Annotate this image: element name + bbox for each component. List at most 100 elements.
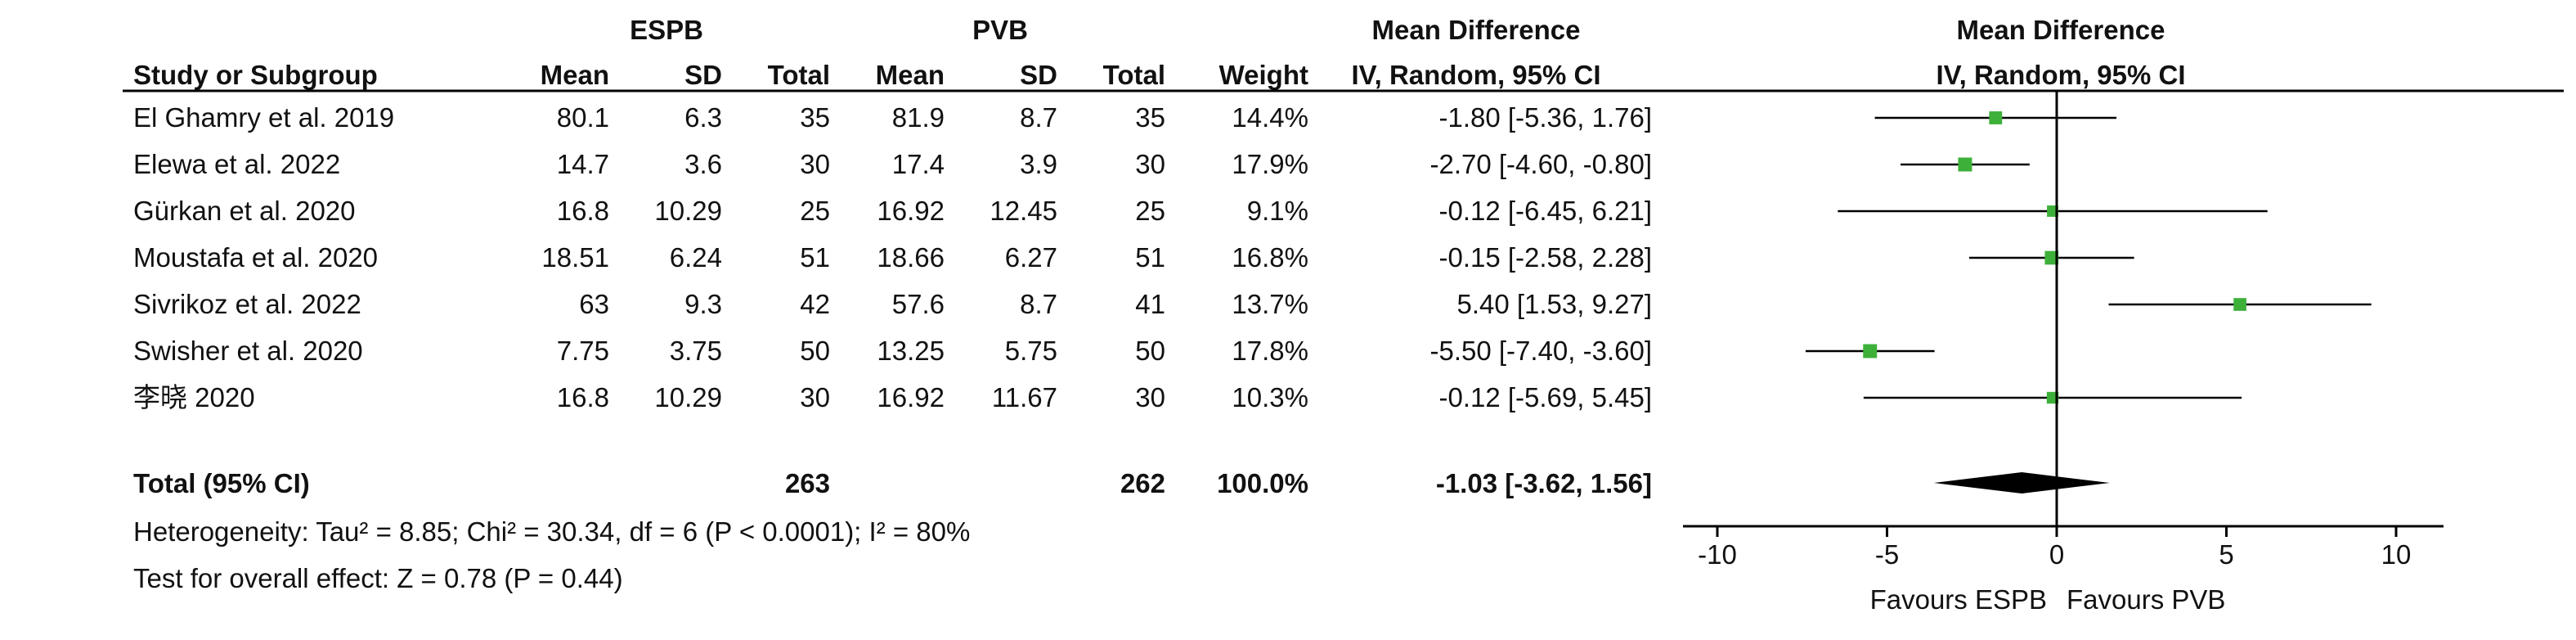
study-name: El Ghamry et al. 2019 <box>133 102 394 133</box>
cell-sd-espb: 3.75 <box>670 336 722 366</box>
cell-ci-text: -2.70 [-4.60, -0.80] <box>1430 149 1653 179</box>
col-header-sd-pvb: SD <box>1020 60 1057 90</box>
col-header-total-pvb: Total <box>1103 60 1165 90</box>
forest-plot-area: -10 -5 0 5 10 Favours ESPB Favours PVB <box>1683 92 2444 615</box>
cell-total-espb: 50 <box>800 336 830 366</box>
table-row: Sivrikoz et al. 2022 63 9.3 42 57.6 8.7 41 13.7… <box>133 289 1652 319</box>
cell-mean-pvb: 18.66 <box>877 242 945 273</box>
total-weight: 100.0% <box>1217 468 1308 498</box>
x-tick-label: -5 <box>1875 539 1899 570</box>
table-row: Swisher et al. 2020 7.75 3.75 50 13.25 5.75 50… <box>133 336 1652 366</box>
favours-left-label: Favours ESPB <box>1870 584 2047 615</box>
study-name: Gürkan et al. 2020 <box>133 196 356 226</box>
group-header-espb: ESPB <box>630 15 703 45</box>
effect-marker <box>1863 344 1878 358</box>
x-tick-label: 10 <box>2381 539 2412 570</box>
effect-marker <box>2044 250 2059 265</box>
table-row: El Ghamry et al. 2019 80.1 6.3 35 81.9 8.7 35 1… <box>133 102 1652 133</box>
group-header-pvb: PVB <box>972 15 1028 45</box>
cell-sd-pvb: 8.7 <box>1020 289 1057 319</box>
cell-weight: 14.4% <box>1232 102 1308 133</box>
plot-header-title: Mean Difference <box>1957 15 2165 45</box>
col-header-ci: IV, Random, 95% CI <box>1351 60 1600 90</box>
cell-total-pvb: 25 <box>1135 196 1165 226</box>
cell-mean-pvb: 16.92 <box>877 382 945 412</box>
cell-weight: 16.8% <box>1232 242 1308 273</box>
x-tick-label: 5 <box>2219 539 2233 570</box>
cell-sd-pvb: 11.67 <box>992 382 1057 412</box>
cell-total-pvb: 35 <box>1135 102 1165 133</box>
study-name: Swisher et al. 2020 <box>133 336 363 366</box>
col-header-total-espb: Total <box>768 60 830 90</box>
cell-ci-text: -0.15 [-2.58, 2.28] <box>1438 242 1652 273</box>
plot-header-ci: IV, Random, 95% CI <box>1936 60 2185 90</box>
cell-sd-pvb: 5.75 <box>1005 336 1057 366</box>
cell-mean-espb: 14.7 <box>557 149 609 179</box>
cell-ci-text: -1.80 [-5.36, 1.76] <box>1438 102 1652 133</box>
effect-marker <box>1989 111 2003 124</box>
cell-total-espb: 30 <box>800 149 830 179</box>
cell-weight: 9.1% <box>1247 196 1308 226</box>
total-ci-text: -1.03 [-3.62, 1.56] <box>1436 468 1652 498</box>
col-header-study: Study or Subgroup <box>133 60 378 90</box>
cell-sd-espb: 6.3 <box>684 102 722 133</box>
cell-sd-espb: 6.24 <box>670 242 722 273</box>
cell-total-espb: 51 <box>800 242 830 273</box>
cell-total-pvb: 41 <box>1135 289 1165 319</box>
effect-header-title: Mean Difference <box>1372 15 1581 45</box>
cell-total-pvb: 30 <box>1135 149 1165 179</box>
study-name: Moustafa et al. 2020 <box>133 242 378 273</box>
study-name: 李晓 2020 <box>133 382 255 412</box>
effect-marker <box>2233 298 2246 311</box>
cell-total-espb: 42 <box>800 289 830 319</box>
cell-mean-pvb: 16.92 <box>877 196 945 226</box>
col-header-mean-pvb: Mean <box>876 60 945 90</box>
cell-mean-pvb: 17.4 <box>892 149 945 179</box>
cell-ci-text: -0.12 [-6.45, 6.21] <box>1438 196 1652 226</box>
cell-weight: 17.8% <box>1232 336 1308 366</box>
cell-mean-pvb: 81.9 <box>892 102 945 133</box>
cell-mean-espb: 18.51 <box>541 242 609 273</box>
cell-total-espb: 35 <box>800 102 830 133</box>
cell-weight: 10.3% <box>1232 382 1308 412</box>
table-row: Gürkan et al. 2020 16.8 10.29 25 16.92 12.45 2… <box>133 196 1652 226</box>
cell-total-espb: 30 <box>800 382 830 412</box>
cell-sd-espb: 3.6 <box>684 149 722 179</box>
cell-mean-espb: 63 <box>579 289 609 319</box>
heterogeneity-text: Heterogeneity: Tau² = 8.85; Chi² = 30.34… <box>133 516 970 547</box>
x-tick-label: 0 <box>2049 539 2064 570</box>
cell-mean-espb: 80.1 <box>557 102 609 133</box>
overall-effect-text: Test for overall effect: Z = 0.78 (P = 0… <box>133 563 623 593</box>
favours-right-label: Favours PVB <box>2067 584 2225 615</box>
col-header-sd-espb: SD <box>684 60 722 90</box>
cell-ci-text: 5.40 [1.53, 9.27] <box>1456 289 1652 319</box>
table-row: Elewa et al. 2022 14.7 3.6 30 17.4 3.9 30 17.9%… <box>133 149 1652 179</box>
cell-mean-espb: 7.75 <box>557 336 609 366</box>
cell-sd-pvb: 8.7 <box>1020 102 1057 133</box>
cell-sd-espb: 10.29 <box>654 382 722 412</box>
cell-total-pvb: 30 <box>1135 382 1165 412</box>
cell-mean-espb: 16.8 <box>557 382 609 412</box>
cell-mean-pvb: 13.25 <box>877 336 945 366</box>
study-name: Elewa et al. 2022 <box>133 149 340 179</box>
total-n-espb: 263 <box>785 468 830 498</box>
cell-mean-espb: 16.8 <box>557 196 609 226</box>
cell-sd-pvb: 12.45 <box>990 196 1057 226</box>
pooled-diamond <box>1933 472 2110 494</box>
cell-ci-text: -5.50 [-7.40, -3.60] <box>1430 336 1653 366</box>
cell-sd-espb: 9.3 <box>684 289 722 319</box>
cell-total-espb: 25 <box>800 196 830 226</box>
study-name: Sivrikoz et al. 2022 <box>133 289 361 319</box>
effect-marker <box>2047 205 2058 217</box>
effect-marker <box>1958 157 1972 172</box>
col-header-weight: Weight <box>1219 60 1308 90</box>
x-tick-label: -10 <box>1698 539 1737 570</box>
cell-total-pvb: 51 <box>1135 242 1165 273</box>
total-n-pvb: 262 <box>1120 468 1165 498</box>
cell-sd-espb: 10.29 <box>654 196 722 226</box>
table-row: 李晓 2020 16.8 10.29 30 16.92 11.67 30 10.3% -0.12… <box>133 382 1652 412</box>
cell-total-pvb: 50 <box>1135 336 1165 366</box>
cell-sd-pvb: 3.9 <box>1020 149 1057 179</box>
col-header-mean-espb: Mean <box>541 60 609 90</box>
